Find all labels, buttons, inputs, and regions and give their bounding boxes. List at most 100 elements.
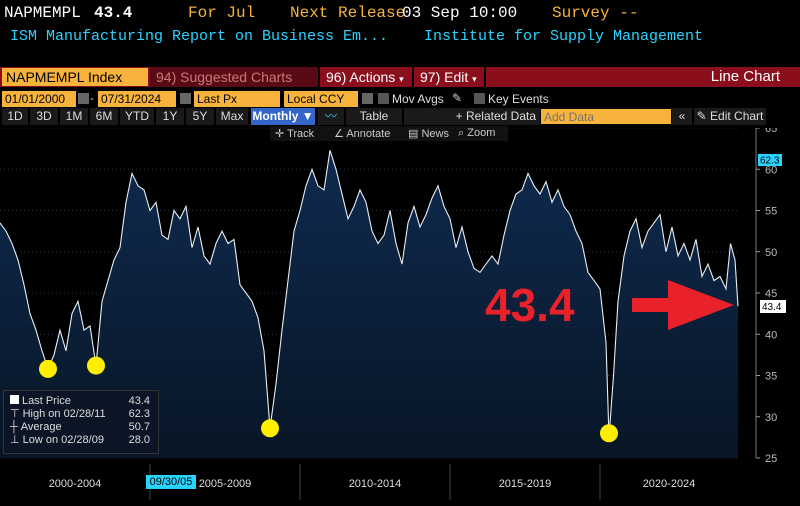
frequency-select[interactable]: Monthly ▼ <box>251 108 315 125</box>
legend-last-price-label: Last Price <box>22 395 71 407</box>
x-period-label: 2010-2014 <box>349 478 402 490</box>
y-tick-label: 40 <box>765 329 777 341</box>
key-events-label[interactable]: Key Events <box>488 92 549 106</box>
toolbar-divider <box>484 67 486 87</box>
chart-tools-bar <box>270 126 508 141</box>
period-3d-button[interactable]: 3D <box>30 108 58 125</box>
legend-high-label: High on 02/28/11 <box>22 408 106 420</box>
price-field-select[interactable]: Last Px <box>194 91 280 107</box>
ticker-label: NAPMEMPL <box>4 4 81 22</box>
key-events-checkbox[interactable] <box>474 93 485 104</box>
chart-legend[interactable]: Last Price 43.4 ⊤ High on 02/28/11 62.3 ┼… <box>3 390 159 454</box>
collapse-icon[interactable]: « <box>672 108 692 125</box>
date-separator: - <box>90 91 94 105</box>
header-row: NAPMEMPL 43.4 For Jul Next Release 03 Se… <box>0 4 800 30</box>
low-marker <box>39 359 57 378</box>
edit-chart-label: Edit Chart <box>710 109 764 123</box>
main-toolbar: NAPMEMPL Index 94) Suggested Charts 96) … <box>0 67 800 87</box>
low-markers <box>39 356 618 443</box>
currency-dropdown-icon[interactable] <box>362 93 373 104</box>
annotate-label: Annotate <box>346 128 391 140</box>
currency-select[interactable]: Local CCY <box>284 91 358 107</box>
low-marker <box>600 424 618 443</box>
chart-tools: ✛ Track ∠ Annotate ▤ News ⌕ Zoom <box>0 126 800 142</box>
last-value: 43.4 <box>94 4 133 22</box>
start-date-field[interactable]: 01/01/2000 <box>2 91 76 107</box>
caret-down-icon: ▾ <box>472 74 477 84</box>
caret-down-icon: ▾ <box>399 74 404 84</box>
annotate-button[interactable]: ∠ Annotate <box>334 127 390 140</box>
track-label: Track <box>287 128 315 140</box>
high-tag-bg <box>758 154 782 166</box>
survey-label: Survey -- <box>552 4 639 22</box>
legend-low: ⊥ Low on 02/28/09 28.0 <box>10 434 156 447</box>
related-data-button[interactable]: + Related Data <box>404 108 540 125</box>
description-row: ISM Manufacturing Report on Business Em.… <box>0 28 800 48</box>
y-tick-label: 25 <box>765 453 777 465</box>
legend-high: ⊤ High on 02/28/11 62.3 <box>10 408 156 421</box>
x-period-label: 2000-2004 <box>49 478 102 490</box>
chart-type-label[interactable]: Line Chart <box>710 68 780 85</box>
period-toolbar: 1D 3D 1M 6M YTD 1Y 5Y Max Monthly ▼ 〰 Ta… <box>0 108 800 125</box>
legend-swatch <box>10 395 19 404</box>
calendar-icon[interactable] <box>78 93 89 104</box>
period-6m-button[interactable]: 6M <box>90 108 118 125</box>
series-line <box>0 150 739 438</box>
period-1d-button[interactable]: 1D <box>2 108 28 125</box>
x-axis: 2000-2004 2005-2009 2010-2014 2015-2019 2020… <box>49 464 696 500</box>
period-1m-button[interactable]: 1M <box>60 108 88 125</box>
track-button[interactable]: ✛ Track <box>275 127 314 140</box>
mov-avgs-label[interactable]: Mov Avgs <box>392 92 444 106</box>
calendar-icon[interactable] <box>180 93 191 104</box>
series-area <box>0 150 738 459</box>
edit-chart-button[interactable]: ✎ Edit Chart <box>694 108 766 125</box>
next-release-value: 03 Sep 10:00 <box>402 4 518 22</box>
next-release-label: Next Release <box>290 4 406 22</box>
y-tick-label: 30 <box>765 412 777 424</box>
security-input[interactable]: NAPMEMPL Index <box>2 68 148 86</box>
y-tick-label: 35 <box>765 371 777 383</box>
legend-average-label: Average <box>20 421 62 433</box>
table-button[interactable]: Table <box>346 108 402 125</box>
period-ytd-button[interactable]: YTD <box>120 108 154 125</box>
period-5y-button[interactable]: 5Y <box>186 108 214 125</box>
toolbar-divider <box>412 67 414 87</box>
pencil-icon[interactable]: ✎ <box>452 91 463 105</box>
low-marker <box>261 419 279 438</box>
actions-label: 96) Actions <box>326 69 396 85</box>
end-date-field[interactable]: 07/31/2024 <box>98 91 176 107</box>
y-tick-label: 65 <box>765 128 777 135</box>
mov-avgs-checkbox[interactable] <box>378 93 389 104</box>
period-1y-button[interactable]: 1Y <box>156 108 184 125</box>
legend-high-value: 62.3 <box>128 408 150 420</box>
edit-menu[interactable]: 97) Edit ▾ <box>416 67 482 87</box>
low-marker <box>87 356 105 375</box>
zoom-button[interactable]: ⌕ Zoom <box>458 127 495 140</box>
news-button[interactable]: ▤ News <box>408 127 449 140</box>
add-data-input[interactable] <box>541 109 671 124</box>
y-tick-label: 60 <box>765 164 777 176</box>
pencil-icon: ✎ <box>696 109 707 123</box>
annotation-label: 43.4 <box>485 279 575 331</box>
frequency-label: Monthly <box>252 109 299 123</box>
high-marker-icon: ⊤ <box>10 408 20 420</box>
news-icon: ▤ <box>408 128 419 140</box>
x-period-label: 2015-2019 <box>499 478 552 490</box>
last-price-tag: 43.4 <box>762 302 782 313</box>
line-chart[interactable]: 25 30 35 40 45 50 55 60 65 2000-2004 2005-2009 201… <box>0 128 800 506</box>
x-period-label: 2020-2024 <box>643 478 696 490</box>
high-tag: 62.3 <box>760 156 780 167</box>
news-label: News <box>421 128 449 140</box>
date-toolbar: 01/01/2000 - 07/31/2024 Last Px Local CC… <box>0 90 800 108</box>
legend-low-label: Low on 02/28/09 <box>22 434 104 446</box>
period-max-button[interactable]: Max <box>216 108 248 125</box>
line-chart-icon[interactable]: 〰 <box>318 108 344 125</box>
low-marker-icon: ⊥ <box>10 434 20 446</box>
actions-menu[interactable]: 96) Actions ▾ <box>322 67 410 87</box>
legend-last-price: Last Price 43.4 <box>10 395 156 408</box>
y-axis: 25 30 35 40 45 50 55 60 65 <box>755 128 777 465</box>
cursor-date-tag: 09/30/05 <box>146 475 196 489</box>
for-period: For Jul <box>188 4 256 22</box>
toolbar-divider <box>318 67 320 87</box>
suggested-charts-button[interactable]: 94) Suggested Charts <box>150 67 318 87</box>
